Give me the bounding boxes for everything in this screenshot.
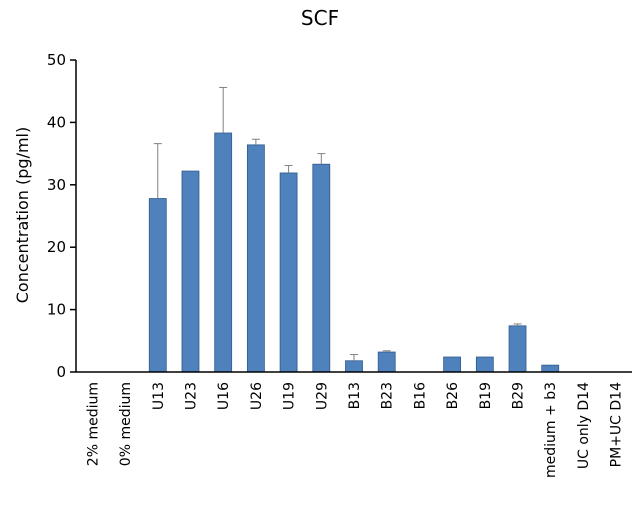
x-category-label: 0% medium xyxy=(118,382,134,466)
bar xyxy=(508,325,527,373)
y-tick-label: 0 xyxy=(56,363,66,381)
bar xyxy=(377,351,396,373)
x-category-label: U13 xyxy=(151,382,167,410)
x-category-label: U16 xyxy=(216,382,232,410)
bar xyxy=(345,360,363,373)
bar xyxy=(443,356,462,373)
error-bars-group xyxy=(153,86,522,361)
y-tick-label: 30 xyxy=(47,176,66,194)
x-category-label: U23 xyxy=(183,382,199,410)
x-axis-labels: 2% medium 0% medium U13 U23 U16 U26 U19 U29 B13 B… xyxy=(85,382,624,478)
x-category-label: U29 xyxy=(314,382,330,410)
bar xyxy=(246,144,265,373)
x-category-label: B26 xyxy=(445,382,461,410)
bar xyxy=(214,132,233,373)
y-tick-label: 50 xyxy=(47,51,66,69)
bar xyxy=(181,170,200,373)
y-tick-label: 20 xyxy=(47,238,66,256)
x-category-label: UC only D14 xyxy=(576,382,592,469)
bar xyxy=(279,172,298,373)
x-category-label: B19 xyxy=(478,382,494,409)
bar xyxy=(148,198,167,373)
y-axis-ticks: 0 10 20 30 40 50 xyxy=(47,51,76,381)
chart-title: SCF xyxy=(301,6,339,30)
bar xyxy=(541,364,560,373)
bar xyxy=(475,356,494,373)
x-category-label: B13 xyxy=(347,382,363,409)
x-category-label: 2% medium xyxy=(85,382,101,466)
x-category-label: U19 xyxy=(282,382,298,410)
x-category-label: B16 xyxy=(412,382,428,410)
x-category-label: medium + b3 xyxy=(543,382,559,478)
x-category-label: PM+UC D14 xyxy=(609,382,625,467)
y-tick-label: 40 xyxy=(47,113,66,131)
y-axis-label: Concentration (pg/ml) xyxy=(13,127,32,304)
x-category-label: B29 xyxy=(511,382,527,409)
bars-group xyxy=(148,132,560,373)
bar xyxy=(312,163,331,373)
y-tick-label: 10 xyxy=(47,301,66,319)
x-category-label: U26 xyxy=(249,382,265,410)
x-category-label: B23 xyxy=(380,382,396,409)
